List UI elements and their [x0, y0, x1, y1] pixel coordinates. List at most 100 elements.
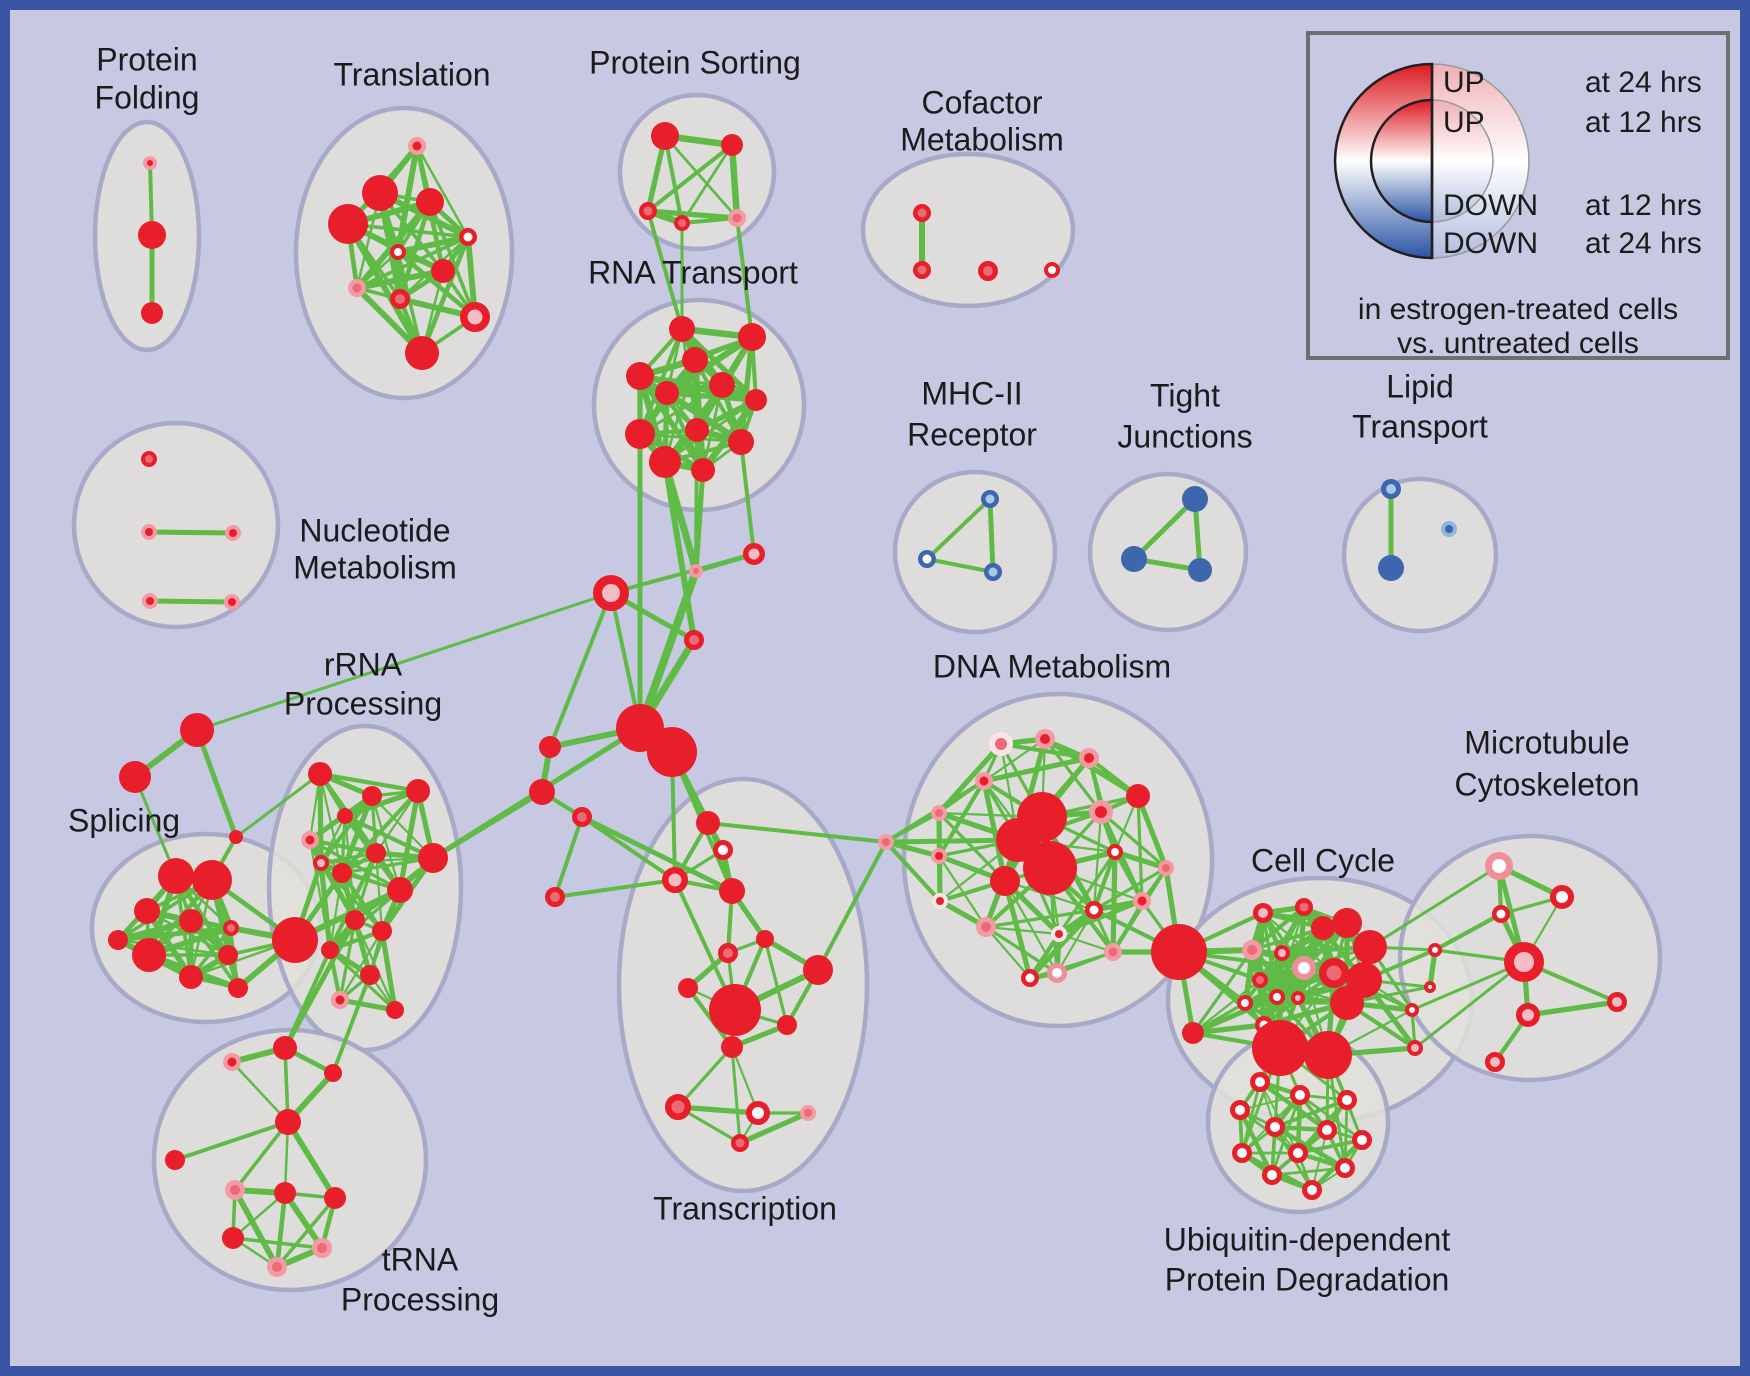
network-edge [987, 498, 996, 573]
cluster-label-transcription: Transcription [653, 1190, 837, 1226]
network-edge-rrna [318, 862, 333, 951]
node-dna-11 [931, 848, 947, 864]
node-dna-13 [1158, 860, 1174, 876]
cluster-label-trna: tRNA Processing [341, 1241, 499, 1317]
network-edge-trna [231, 1061, 289, 1123]
node-cell-19 [1405, 1003, 1419, 1017]
node-backbone-10 [229, 830, 243, 844]
node-tj-0 [1182, 486, 1208, 512]
network-edge-rrna [309, 837, 377, 856]
network-edge-trna [275, 1196, 337, 1269]
network-edge [925, 497, 992, 561]
network-edge-rna [701, 384, 724, 471]
node-tj-1 [1121, 546, 1147, 572]
network-edge-transcription [686, 986, 734, 1049]
node-nm-3 [142, 593, 158, 609]
network-edge [707, 821, 887, 844]
cluster-ellipse-nm [71, 420, 281, 630]
node-dna-21 [1104, 943, 1122, 961]
network-edge [816, 841, 888, 971]
network-edge-trna [232, 1188, 280, 1269]
node-nm-0 [141, 451, 157, 467]
network-edge [148, 529, 234, 536]
node-trna-7 [222, 1227, 244, 1249]
cluster-label-mhc: MHC-II Receptor [907, 375, 1037, 452]
node-backbone-3 [689, 564, 703, 578]
network-edge-rrna [339, 930, 383, 1001]
network-edge [926, 557, 994, 574]
network-edge-trna [274, 1192, 288, 1268]
network-edge [331, 974, 372, 1074]
legend-row-2-direction: DOWN [1443, 189, 1538, 222]
network-edge-sorting [663, 135, 739, 219]
node-ub-3 [1230, 1100, 1250, 1120]
network-edge-ub [1271, 1166, 1346, 1177]
network-edge-cell [1192, 979, 1261, 1034]
node-dna-9 [1023, 841, 1077, 895]
network-edge-dna [1092, 811, 1103, 911]
node-backbone-2 [743, 543, 765, 565]
network-edge [554, 878, 676, 899]
node-cell-0 [1253, 903, 1273, 923]
node-cofactor-1 [913, 261, 931, 279]
network-edge-rna [680, 327, 758, 402]
legend-footer-line-1: vs. untreated cells [1397, 327, 1639, 360]
node-transcription-2 [662, 867, 688, 893]
node-rrna-1 [362, 786, 382, 806]
network-edge [646, 210, 684, 330]
network-edge-dna [983, 738, 1046, 782]
node-rna-4 [655, 381, 679, 405]
cluster-label-rna: RNA Transport [588, 254, 798, 290]
node-pf-1 [138, 221, 166, 249]
network-edge [636, 569, 700, 730]
network-edge-splicing [117, 925, 232, 943]
network-edge-rna [738, 336, 755, 443]
node-dna-12 [1107, 844, 1123, 860]
node-splicing-9 [272, 917, 318, 963]
node-sorting-2 [639, 202, 657, 220]
network-edge-translation [396, 250, 477, 319]
cluster-label-cell: Cell Cycle [1251, 842, 1395, 878]
node-mhc-1 [918, 550, 936, 568]
nodes-layer [108, 122, 1627, 1277]
cluster-ellipse-mhc [892, 469, 1058, 635]
network-edge-rrna [317, 773, 324, 864]
node-cell-5 [1242, 940, 1262, 960]
network-edge [1411, 960, 1525, 1012]
network-edge-dna [985, 926, 1031, 979]
network-edge-cell [1192, 1022, 1265, 1036]
node-translation-6 [431, 259, 455, 283]
node-rna-1 [738, 323, 766, 351]
network-edge [431, 789, 544, 861]
node-translation-8 [390, 289, 410, 309]
network-edge-dna [1114, 849, 1167, 871]
cluster-ellipse-trna [151, 1027, 429, 1293]
node-ub-7 [1232, 1143, 1252, 1163]
node-dna-1 [1035, 729, 1055, 749]
node-rrna-6 [366, 843, 386, 863]
node-cell-6 [1274, 945, 1290, 961]
node-dna-4 [1126, 784, 1150, 808]
node-rna-8 [685, 418, 709, 442]
network-edge-dna [1058, 932, 1114, 954]
node-translation-0 [408, 137, 426, 155]
cluster-label-lipid: Lipid Transport [1352, 368, 1488, 444]
network-edge-transcription [677, 1104, 759, 1116]
node-dna-20 [1151, 924, 1207, 980]
node-mhc-2 [984, 563, 1002, 581]
node-sorting-4 [728, 209, 746, 227]
node-splicing-8 [228, 978, 248, 998]
network-edge-mt [1527, 999, 1618, 1018]
node-rrna-10 [372, 921, 392, 941]
node-mt-2 [1492, 905, 1510, 923]
node-dna-6 [1089, 800, 1113, 824]
node-transcription-4 [719, 878, 745, 904]
node-trna-9 [267, 1257, 287, 1277]
node-mhc-0 [981, 490, 999, 508]
node-nm-1 [141, 524, 157, 540]
network-edge-rrna [379, 930, 398, 1011]
network-edge [730, 1046, 742, 1144]
legend-row-2-time: at 12 hrs [1585, 189, 1702, 222]
network-edge [283, 949, 332, 1049]
